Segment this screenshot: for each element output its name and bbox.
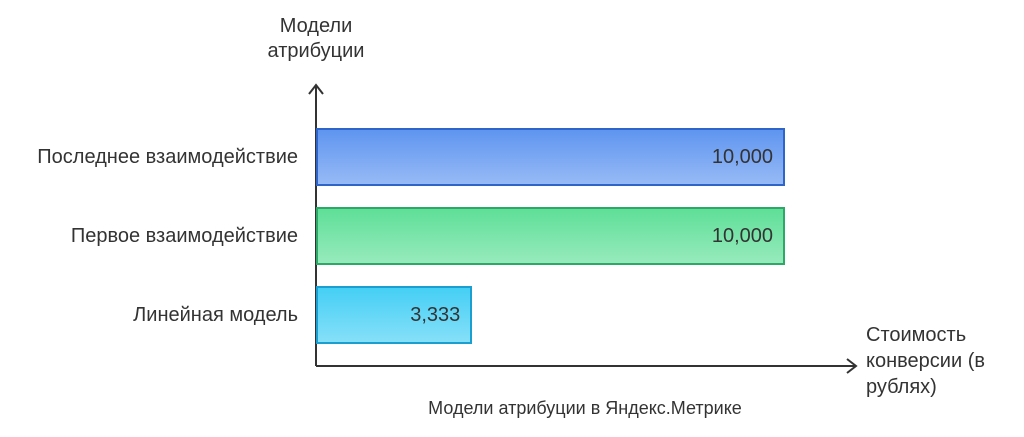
chart-title: Модели атрибуции в Яндекс.Метрике xyxy=(428,398,742,418)
category-label: Последнее взаимодействие xyxy=(37,145,298,168)
value-label: 10,000 xyxy=(711,224,773,247)
y-axis-title: Модели атрибуции xyxy=(267,15,365,62)
bar xyxy=(316,286,473,344)
category-label: Первое взаимодействие xyxy=(70,224,298,247)
value-label: 3,333 xyxy=(410,303,461,326)
y-axis-arrow xyxy=(308,83,324,95)
x-axis-arrow xyxy=(846,358,858,374)
bar xyxy=(316,128,785,186)
bar xyxy=(316,207,785,265)
value-label: 10,000 xyxy=(711,145,773,168)
category-label: Линейная модель xyxy=(133,303,298,326)
x-axis-title: Стоимость конверсии (в рублях) xyxy=(866,324,985,398)
